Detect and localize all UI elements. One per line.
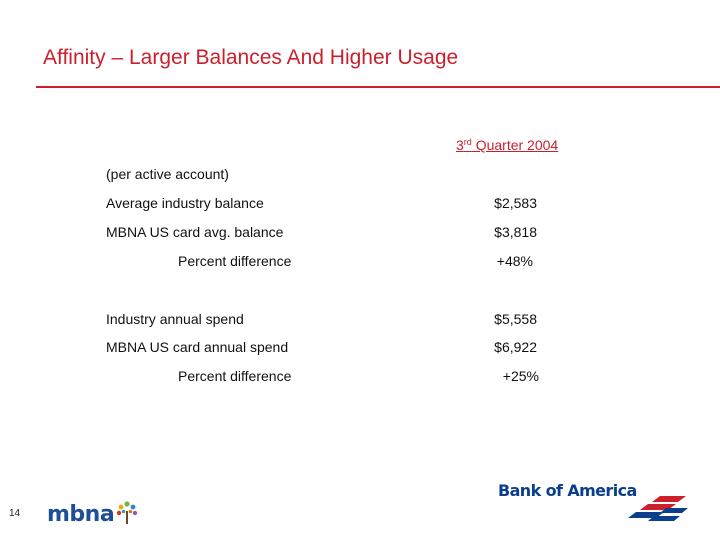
bank-of-america-logo: Bank of America [498, 481, 637, 501]
tree-icon [116, 501, 138, 524]
title-divider [36, 86, 720, 88]
row-value-mbna-spend: $6,922 [494, 339, 537, 355]
row-label-spend-difference: Percent difference [178, 368, 292, 384]
row-value-industry-balance: $2,583 [494, 195, 537, 211]
row-label-industry-balance: Average industry balance [106, 195, 264, 211]
page-number: 14 [9, 508, 21, 519]
column-header-rest: Quarter 2004 [471, 137, 559, 153]
bank-of-america-wordmark: Bank of America [498, 481, 637, 500]
column-header: 3rd Quarter 2004 [456, 137, 558, 153]
row-value-mbna-balance: $3,818 [494, 224, 537, 240]
row-value-industry-spend: $5,558 [494, 311, 537, 327]
row-label-mbna-spend: MBNA US card annual spend [106, 339, 289, 355]
mbna-logo-wordmark: mbna [47, 502, 115, 527]
row-label-balance-difference: Percent difference [178, 253, 292, 269]
row-value-balance-difference: +48% [496, 253, 533, 269]
slide-title: Affinity – Larger Balances And Higher Us… [43, 46, 459, 69]
mbna-logo: mbna [47, 500, 138, 529]
row-label-industry-spend: Industry annual spend [106, 311, 244, 327]
flag-icon [628, 496, 688, 521]
row-value-spend-difference: +25% [502, 368, 539, 384]
column-header-suffix: rd [463, 137, 472, 147]
row-label-per-account: (per active account) [106, 166, 229, 182]
row-label-mbna-balance: MBNA US card avg. balance [106, 224, 284, 240]
column-header-ordinal: 3 [456, 137, 464, 153]
